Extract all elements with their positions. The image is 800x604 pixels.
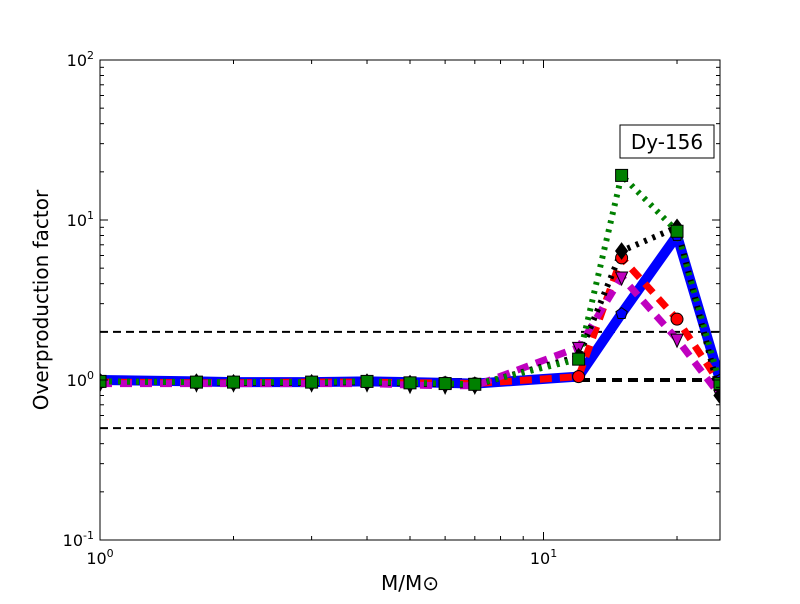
y-axis-label: Overproduction factor bbox=[29, 189, 53, 410]
data-point-square bbox=[438, 377, 452, 391]
y-tick-label: 10-1 bbox=[63, 529, 94, 550]
x-axis-label: M/M⊙ bbox=[381, 571, 439, 595]
data-point-square bbox=[403, 376, 417, 390]
data-point-square bbox=[572, 352, 586, 366]
y-tick-label: 101 bbox=[67, 209, 94, 230]
series-line-square bbox=[100, 169, 720, 388]
data-point-pentagon bbox=[615, 306, 628, 319]
x-tick-label: 101 bbox=[530, 547, 557, 568]
data-point-square bbox=[100, 374, 107, 388]
data-point-square bbox=[713, 377, 720, 391]
data-point-circle bbox=[572, 370, 586, 384]
data-point-square bbox=[360, 374, 374, 388]
data-point-square bbox=[670, 224, 684, 238]
data-point-circle bbox=[670, 312, 684, 326]
x-tick-label: 100 bbox=[86, 547, 113, 568]
data-point-diamond bbox=[614, 242, 629, 260]
y-tick-label: 100 bbox=[67, 369, 94, 390]
data-point-square bbox=[227, 375, 241, 389]
data-point-square bbox=[189, 375, 203, 389]
data-point-square bbox=[305, 375, 319, 389]
data-point-square bbox=[468, 377, 482, 391]
annotation-label: Dy-156 bbox=[631, 130, 703, 154]
y-tick-label: 102 bbox=[67, 49, 94, 70]
legend-box: Dy-156 bbox=[619, 124, 715, 159]
data-point-square bbox=[615, 168, 629, 182]
data-point-triangle-down bbox=[670, 333, 684, 349]
data-point-triangle-down bbox=[614, 271, 629, 287]
series-line-circle bbox=[100, 251, 720, 388]
